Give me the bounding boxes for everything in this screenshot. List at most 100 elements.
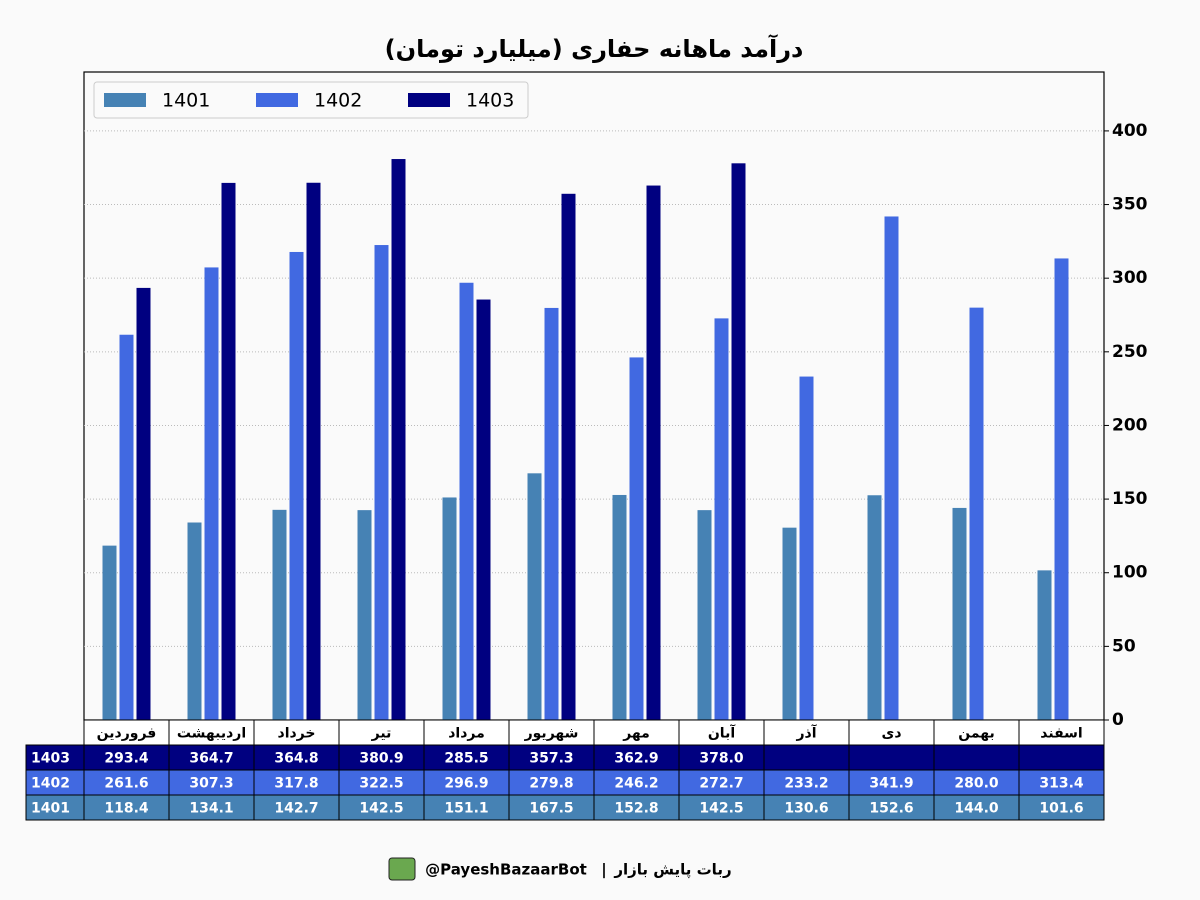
- table-header-label: آبان: [708, 724, 736, 742]
- bar: [527, 473, 542, 720]
- table-cell: [678, 744, 765, 771]
- table-header-label: دی: [881, 726, 901, 742]
- table-cell: [933, 794, 1020, 821]
- y-tick-label: 50: [1112, 636, 1136, 656]
- table-value: 246.2: [614, 776, 658, 792]
- table-value: 134.1: [189, 801, 233, 817]
- table-header-label: مهر: [622, 726, 650, 742]
- table-cell: [253, 769, 340, 796]
- bar: [459, 282, 474, 720]
- table-value: 362.9: [614, 751, 658, 767]
- bar: [221, 182, 236, 720]
- table-value: 144.0: [954, 801, 999, 817]
- bar: [629, 357, 644, 720]
- table-cell: [933, 769, 1020, 796]
- table-header-cell: [1018, 719, 1105, 746]
- footer-icon: [388, 857, 416, 881]
- table-value: 280.0: [954, 776, 999, 792]
- bar: [731, 163, 746, 721]
- bar: [544, 307, 559, 720]
- footer-bot-name: ربات پایش بازار: [613, 861, 731, 880]
- bar: [646, 185, 661, 721]
- table-value: 272.7: [699, 776, 743, 792]
- bar: [799, 376, 814, 720]
- bar: [119, 334, 134, 720]
- table-header-label: آذر: [795, 724, 817, 742]
- bar: [714, 318, 729, 720]
- bar: [952, 507, 967, 720]
- legend-label: 1402: [314, 90, 362, 112]
- table-header-label: اردیبهشت: [177, 726, 246, 742]
- table-value: 357.3: [529, 751, 573, 767]
- table-cell: [338, 794, 425, 821]
- table-value: 101.6: [1039, 801, 1083, 817]
- table-header-label: تیر: [371, 726, 392, 742]
- table-cell: [83, 794, 170, 821]
- table-cell: [508, 744, 595, 771]
- y-tick-label: 300: [1112, 268, 1148, 288]
- bar: [289, 251, 304, 720]
- table-cell: [678, 794, 765, 821]
- table-row-label: 1401: [31, 801, 70, 817]
- legend-label: 1403: [466, 90, 514, 112]
- legend-swatch: [256, 93, 298, 107]
- table-value: 151.1: [444, 801, 488, 817]
- table-header-cell: [338, 719, 425, 746]
- bar: [697, 510, 712, 720]
- table-row-label-cell: [25, 794, 85, 821]
- table-header-label: اسفند: [1040, 726, 1082, 742]
- table-value: 341.9: [869, 776, 913, 792]
- table-cell: [1018, 744, 1105, 771]
- y-tick-label: 250: [1112, 342, 1148, 362]
- table-value: 233.2: [784, 776, 828, 792]
- table-value: 317.8: [274, 776, 318, 792]
- bar: [561, 193, 576, 720]
- table-cell: [848, 769, 935, 796]
- table-row-label: 1403: [31, 751, 70, 767]
- table-header-label: مرداد: [448, 726, 485, 742]
- table-value: 313.4: [1039, 776, 1084, 792]
- chart-title: درآمد ماهانه حفاری (میلیارد تومان): [385, 34, 804, 63]
- bar: [357, 510, 372, 720]
- table-header-label: فروردین: [97, 726, 157, 742]
- table-header-cell: [83, 719, 170, 746]
- table-value: 380.9: [359, 751, 403, 767]
- legend-swatch: [104, 93, 146, 107]
- table-value: 142.5: [359, 801, 403, 817]
- bar: [884, 216, 899, 720]
- footer-handle: @PayeshBazaarBot: [425, 861, 587, 879]
- table-row-label: 1402: [31, 776, 70, 792]
- table-header-cell: [933, 719, 1020, 746]
- table-cell: [253, 744, 340, 771]
- table-value: 130.6: [784, 801, 828, 817]
- bar: [136, 287, 151, 720]
- table-cell: [763, 744, 850, 771]
- table-header-label: خرداد: [278, 726, 316, 742]
- y-tick-label: 150: [1112, 489, 1148, 509]
- y-tick-label: 0: [1112, 710, 1124, 730]
- plot-frame: [83, 71, 1105, 721]
- table-value: 285.5: [444, 751, 488, 767]
- bar: [442, 497, 457, 720]
- table-value: 142.5: [699, 801, 743, 817]
- table-cell: [168, 769, 255, 796]
- table-value: 118.4: [104, 801, 149, 817]
- y-tick-label: 400: [1112, 121, 1148, 141]
- table-header-cell: [763, 719, 850, 746]
- table-cell: [423, 794, 510, 821]
- y-tick-label: 100: [1112, 563, 1148, 583]
- table-value: 364.8: [274, 751, 318, 767]
- table-value: 152.6: [869, 801, 913, 817]
- table-value: 279.8: [529, 776, 573, 792]
- bar: [391, 159, 406, 720]
- table-header-cell: [253, 719, 340, 746]
- table-value: 322.5: [359, 776, 403, 792]
- table-cell: [338, 769, 425, 796]
- table-cell: [593, 794, 680, 821]
- table-value: 378.0: [699, 751, 744, 767]
- y-tick-label: 200: [1112, 415, 1148, 435]
- table-cell: [848, 794, 935, 821]
- table-cell: [1018, 769, 1105, 796]
- bar: [306, 182, 321, 720]
